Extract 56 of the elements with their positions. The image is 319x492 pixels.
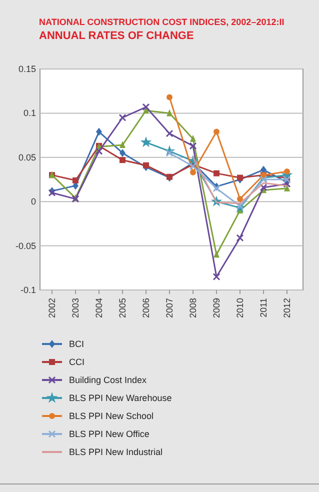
point xyxy=(166,130,174,138)
x-tick-label: 2003 xyxy=(70,298,80,318)
chart-title: NATIONAL CONSTRUCTION COST INDICES, 2002–2012:II xyxy=(39,17,284,27)
point xyxy=(214,128,220,135)
y-tick-label: 0.05 xyxy=(18,152,36,162)
point xyxy=(284,168,290,175)
point xyxy=(72,177,78,184)
point xyxy=(120,141,126,148)
point xyxy=(212,272,220,280)
point xyxy=(283,176,291,184)
point xyxy=(237,196,243,202)
x-tick-label: 2006 xyxy=(141,298,151,318)
legend-label: BLS PPI New Office xyxy=(69,429,150,439)
point xyxy=(140,136,152,148)
y-tick-label: -0.05 xyxy=(15,240,36,251)
point xyxy=(284,184,290,192)
x-tick-label: 2010 xyxy=(235,298,245,318)
point xyxy=(96,128,102,136)
point xyxy=(95,147,103,155)
point xyxy=(166,94,172,100)
legend-label: CCI xyxy=(69,357,84,367)
y-tick-label: 0.15 xyxy=(18,64,36,74)
point xyxy=(236,202,244,210)
y-tick-label: -0.1 xyxy=(20,285,36,295)
point xyxy=(118,114,126,122)
point xyxy=(214,250,220,258)
point xyxy=(189,162,197,170)
legend-label: Building Cost Index xyxy=(69,375,148,385)
legend-label: BLS PPI New School xyxy=(69,411,154,421)
point xyxy=(166,109,172,116)
x-tick-label: 2005 xyxy=(118,298,128,318)
legend-label: BLS PPI New Industrial xyxy=(69,447,163,457)
legend-label: BLS PPI New Warehouse xyxy=(69,393,172,403)
x-tick-label: 2011 xyxy=(258,298,268,318)
x-tick-label: 2007 xyxy=(164,298,174,318)
point xyxy=(120,148,126,157)
point xyxy=(190,169,196,176)
point xyxy=(120,157,126,164)
point xyxy=(236,234,244,242)
x-tick-label: 2002 xyxy=(47,298,57,318)
point xyxy=(237,174,243,181)
x-tick-label: 2009 xyxy=(212,298,222,318)
point xyxy=(142,103,150,111)
point xyxy=(166,149,174,157)
x-tick-label: 2004 xyxy=(94,298,104,318)
point xyxy=(260,184,268,192)
chart-subtitle: ANNUAL RATES OF CHANGE xyxy=(39,30,194,42)
point xyxy=(214,170,220,176)
y-tick-label: 0 xyxy=(30,196,36,207)
point xyxy=(189,142,197,150)
point xyxy=(190,134,196,142)
legend-label: BCI xyxy=(69,339,84,349)
y-tick-label: 0.1 xyxy=(23,108,36,118)
x-tick-label: 2008 xyxy=(188,298,198,318)
point xyxy=(143,162,149,168)
x-tick-label: 2012 xyxy=(282,298,292,318)
